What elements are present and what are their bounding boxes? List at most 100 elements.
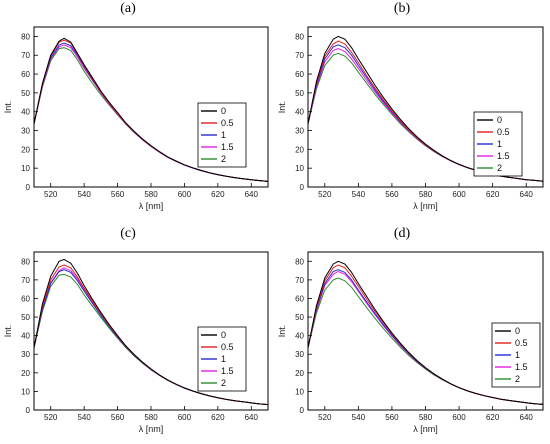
y-tick-label: 60	[295, 70, 304, 79]
x-tick-label: 520	[318, 413, 332, 422]
y-tick-label: 40	[21, 332, 30, 341]
y-tick-label: 80	[295, 32, 304, 41]
y-tick-label: 60	[21, 294, 30, 303]
x-tick-label: 540	[352, 190, 366, 199]
legend-label: 0	[221, 106, 226, 116]
legend-label: 1.5	[497, 151, 510, 161]
y-axis-title: Int.	[3, 325, 13, 338]
legend-label: 1	[221, 130, 226, 140]
chart-panel-3: (c)520 540 560 580 600 620 6400102030405060708…	[3, 226, 269, 434]
y-tick-label: 50	[21, 313, 30, 322]
y-tick-label: 60	[295, 294, 304, 303]
y-tick-label: 20	[21, 369, 30, 378]
legend-label: 2	[515, 374, 520, 384]
panel-label: (d)	[394, 226, 411, 241]
x-tick-label: 640	[520, 190, 534, 199]
x-tick-label: 540	[77, 190, 91, 199]
series-line-0	[33, 258, 269, 406]
legend-label: 2	[221, 154, 226, 164]
y-tick-label: 10	[21, 387, 30, 396]
x-tick-label: 520	[44, 413, 58, 422]
x-tick-label: 560	[111, 413, 125, 422]
x-tick-label: 580	[144, 413, 158, 422]
y-tick-label: 40	[295, 332, 304, 341]
x-axis-title: λ [nm]	[139, 424, 164, 434]
x-tick-label: 560	[111, 190, 125, 199]
series-line-0	[307, 260, 544, 405]
y-tick-label: 70	[295, 51, 304, 60]
x-tick-label: 600	[178, 413, 192, 422]
y-tick-label: 50	[295, 313, 304, 322]
x-tick-label: 640	[245, 413, 259, 422]
y-tick-label: 30	[295, 127, 304, 136]
legend-label: 0.5	[221, 342, 234, 352]
x-tick-label: 600	[178, 190, 192, 199]
y-axis-title: Int.	[3, 101, 13, 114]
x-axis-title: λ [nm]	[413, 424, 438, 434]
legend-label: 1.5	[221, 142, 234, 152]
panel-label: (a)	[120, 1, 136, 16]
legend-label: 0.5	[515, 338, 528, 348]
y-axis-title: Int.	[277, 325, 287, 338]
legend-label: 1	[497, 139, 502, 149]
legend-label: 1	[515, 350, 520, 360]
y-tick-label: 0	[26, 406, 31, 415]
y-axis-title: Int.	[277, 101, 287, 114]
panel-label: (b)	[394, 1, 411, 16]
x-tick-label: 580	[419, 413, 433, 422]
y-tick-label: 60	[21, 70, 30, 79]
panel-label: (c)	[120, 226, 136, 241]
legend-label: 0.5	[497, 127, 510, 137]
x-tick-label: 540	[77, 413, 91, 422]
series-line-0	[33, 37, 269, 182]
x-tick-label: 540	[352, 413, 366, 422]
y-tick-label: 30	[21, 127, 30, 136]
x-axis-title: λ [nm]	[413, 201, 438, 211]
x-tick-label: 560	[385, 190, 399, 199]
chart-panel-4: (d)520 540 560 580 600 620 6400102030405060708…	[277, 226, 544, 434]
legend-label: 1.5	[515, 362, 528, 372]
x-tick-label: 520	[318, 190, 332, 199]
y-tick-label: 10	[295, 387, 304, 396]
y-tick-label: 80	[21, 32, 30, 41]
y-tick-label: 50	[295, 89, 304, 98]
x-tick-label: 560	[385, 413, 399, 422]
x-tick-label: 580	[419, 190, 433, 199]
x-tick-label: 640	[245, 190, 259, 199]
x-tick-label: 620	[211, 413, 225, 422]
x-tick-label: 600	[452, 190, 466, 199]
x-tick-label: 620	[211, 190, 225, 199]
y-tick-label: 30	[295, 350, 304, 359]
y-tick-label: 70	[21, 276, 30, 285]
chart-panel-1: (a)520 540 560 580 600 620 6400102030405060708…	[3, 1, 269, 211]
y-tick-label: 70	[295, 276, 304, 285]
y-tick-label: 0	[26, 183, 31, 192]
y-tick-label: 20	[21, 145, 30, 154]
legend-label: 2	[497, 163, 502, 173]
legend-label: 1	[221, 354, 226, 364]
x-tick-label: 580	[144, 190, 158, 199]
legend-label: 0	[221, 330, 226, 340]
chart-panel-2: (b)520 540 560 580 600 620 6400102030405060708…	[277, 1, 544, 211]
y-tick-label: 0	[300, 183, 305, 192]
x-tick-label: 620	[486, 413, 500, 422]
y-tick-label: 40	[21, 108, 30, 117]
y-tick-label: 80	[295, 257, 304, 266]
y-tick-label: 0	[300, 406, 305, 415]
y-tick-label: 20	[295, 369, 304, 378]
legend-label: 0.5	[221, 118, 234, 128]
y-tick-label: 40	[295, 108, 304, 117]
y-tick-label: 10	[21, 164, 30, 173]
x-tick-label: 600	[452, 413, 466, 422]
legend-label: 0	[515, 326, 520, 336]
y-tick-label: 10	[295, 164, 304, 173]
legend-label: 0	[497, 115, 502, 125]
y-tick-label: 20	[295, 145, 304, 154]
legend-label: 1.5	[221, 366, 234, 376]
y-tick-label: 80	[21, 257, 30, 266]
x-tick-label: 520	[44, 190, 58, 199]
x-axis-title: λ [nm]	[139, 201, 164, 211]
x-tick-label: 620	[486, 190, 500, 199]
y-tick-label: 50	[21, 89, 30, 98]
